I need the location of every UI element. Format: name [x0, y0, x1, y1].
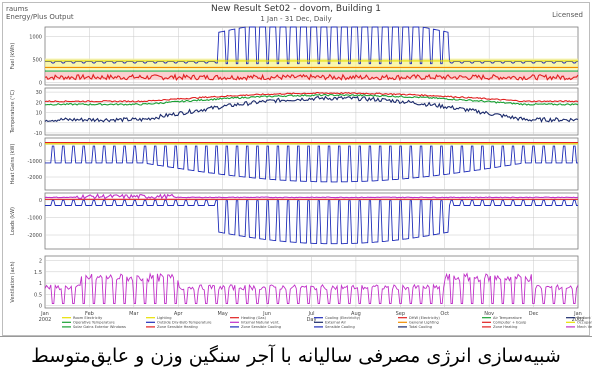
legend-label: Radiant Temperature: [577, 316, 592, 320]
y-tick-label: 0: [39, 81, 42, 87]
y-tick-label: 500: [32, 57, 42, 63]
x-tick-label: Jun: [262, 311, 271, 317]
x-tick-label: Oct: [440, 311, 449, 317]
series-line-green: [44, 93, 579, 106]
x-tick-label: Jul: [307, 311, 314, 317]
legend-label: Zone Sensible Cooling: [241, 325, 281, 329]
legend-label: Mech Vent + Nat Vent + Infiltration: [577, 325, 592, 329]
comfort-band-yellow: [45, 58, 578, 70]
y-tick-label: 10: [36, 111, 42, 117]
x-tick-label: Mar: [129, 311, 139, 317]
series-line-blue: [45, 26, 578, 65]
legend-label: Computer + Equip: [493, 321, 527, 325]
legend-label: Sensible Cooling: [325, 325, 355, 329]
y-axis-label: Fuel (kWh): [10, 43, 16, 70]
x-tick-label: Jan: [573, 311, 582, 317]
y-tick-label: -10: [34, 131, 42, 137]
x-tick-label: Apr: [174, 311, 184, 317]
y-axis-label: Temperature (°C): [10, 90, 16, 134]
legend-label: Cooling (Electricity): [325, 316, 361, 320]
series-line-red: [44, 73, 579, 82]
x-tick-label: Feb: [85, 311, 94, 317]
y-tick-label: -1000: [27, 216, 42, 222]
y-axis-label: Heat Gains (kW): [10, 144, 16, 185]
y-tick-label: 1: [39, 281, 42, 287]
chart-subtitle: 1 Jan - 31 Dec, Daily: [260, 15, 332, 23]
legend-label: Zone Sensible Heating: [157, 325, 198, 329]
legend-label: General Lighting: [409, 321, 439, 325]
y-tick-label: 0: [39, 198, 42, 204]
license-label: Licensed: [552, 11, 583, 19]
series-line-navy: [44, 95, 579, 123]
legend-label: Occupancy: [577, 321, 592, 325]
y-tick-label: -2000: [27, 233, 42, 239]
legend-label: Lighting: [157, 316, 172, 320]
series-line-purple: [44, 193, 579, 201]
legend-label: External Air: [325, 321, 347, 325]
app-name: raums: [6, 5, 29, 13]
legend-label: Solar Gains Exterior Windows: [73, 325, 126, 329]
y-tick-label: 1.5: [34, 270, 42, 276]
legend-label: Total Cooling: [408, 325, 432, 329]
series-line-purple: [44, 272, 579, 304]
y-axis-label: Loads (kW): [10, 207, 16, 235]
y-tick-label: -2000: [27, 175, 42, 181]
x-tick-label: Day: [307, 317, 317, 323]
series-line-red: [44, 91, 579, 103]
y-tick-label: -1000: [27, 159, 42, 165]
x-tick-label: Aug: [351, 311, 361, 317]
legend-label: Outside Dry-Bulb Temperature: [157, 321, 212, 325]
y-tick-label: 0: [39, 143, 42, 149]
legend-label: Room Electricity: [73, 316, 103, 320]
output-type-label: Energy/Plus Output: [6, 13, 74, 21]
x-tick-label: Nov: [484, 311, 494, 317]
chart-title: New Result Set02 - dovom, Building 1: [211, 4, 381, 14]
y-tick-label: 1000: [29, 34, 42, 40]
x-tick-label: Jan: [40, 311, 49, 317]
y-tick-label: 30: [36, 90, 42, 96]
x-tick-label: 2002: [572, 317, 585, 323]
legend-label: Heating (Gas): [241, 316, 266, 320]
x-tick-label: Dec: [529, 311, 539, 317]
y-tick-label: 20: [36, 100, 42, 106]
legend-label: Zone Heating: [493, 325, 517, 329]
figure-caption: شبیه‌سازی انرژی مصرفی سالیانه با آجر سنگ…: [0, 336, 592, 375]
series-line-blue: [45, 145, 578, 183]
y-axis-label: Ventilation (ach): [10, 261, 16, 302]
series-line-blue: [45, 199, 578, 245]
y-tick-label: 0: [39, 121, 42, 127]
y-tick-label: 0: [39, 304, 42, 310]
legend-label: Internal Natural vent.: [241, 321, 280, 325]
x-tick-label: 2002: [39, 317, 52, 323]
x-tick-label: May: [217, 311, 227, 317]
x-tick-label: Sep: [396, 311, 405, 317]
legend-label: DHW (Electricity): [409, 316, 440, 320]
legend-label: Air Temperature: [493, 316, 523, 320]
legend-label: Operative Temperature: [73, 321, 115, 325]
y-tick-label: 2: [39, 259, 42, 265]
y-tick-label: 0.5: [34, 292, 42, 298]
